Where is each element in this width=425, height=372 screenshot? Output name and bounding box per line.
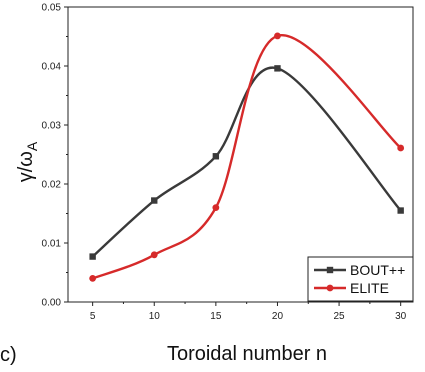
x-tick-label: 5 xyxy=(90,311,96,322)
y-tick-label: 0.04 xyxy=(42,62,62,73)
data-point xyxy=(89,253,95,259)
legend-entry-label: ELITE xyxy=(350,280,389,296)
data-point xyxy=(397,145,404,152)
data-point xyxy=(151,251,158,258)
data-point xyxy=(274,33,281,40)
panel-label: c) xyxy=(0,344,17,366)
y-tick-label: 0.03 xyxy=(42,121,62,132)
x-tick-label: 10 xyxy=(149,311,161,322)
y-axis-label: γ/ωA xyxy=(15,141,40,182)
data-point xyxy=(212,204,219,211)
legend: BOUT++ ELITE xyxy=(308,257,413,301)
data-point xyxy=(89,275,96,282)
data-point xyxy=(274,65,280,71)
series-lines xyxy=(93,35,401,278)
legend-entry-label: BOUT++ xyxy=(350,262,405,278)
series-markers xyxy=(89,33,404,282)
x-tick-label: 20 xyxy=(272,311,284,322)
series-line-elite xyxy=(93,35,401,278)
y-tick-label: 0.02 xyxy=(42,180,62,191)
y-axis-label-subscript: A xyxy=(24,141,40,151)
legend-swatch-marker xyxy=(327,285,334,292)
data-point xyxy=(213,153,219,159)
data-point xyxy=(151,197,157,203)
x-tick-label: 15 xyxy=(210,311,222,322)
x-tick-label: 25 xyxy=(334,311,346,322)
y-tick-label: 0.05 xyxy=(42,3,62,14)
legend-swatch-marker xyxy=(327,267,333,273)
data-point xyxy=(397,207,403,213)
y-axis-label-main: γ/ω xyxy=(15,151,37,182)
y-tick-label: 0.00 xyxy=(42,298,62,309)
y-tick-label: 0.01 xyxy=(42,239,62,250)
x-tick-label: 30 xyxy=(395,311,407,322)
x-axis-label: Toroidal number n xyxy=(167,343,327,365)
